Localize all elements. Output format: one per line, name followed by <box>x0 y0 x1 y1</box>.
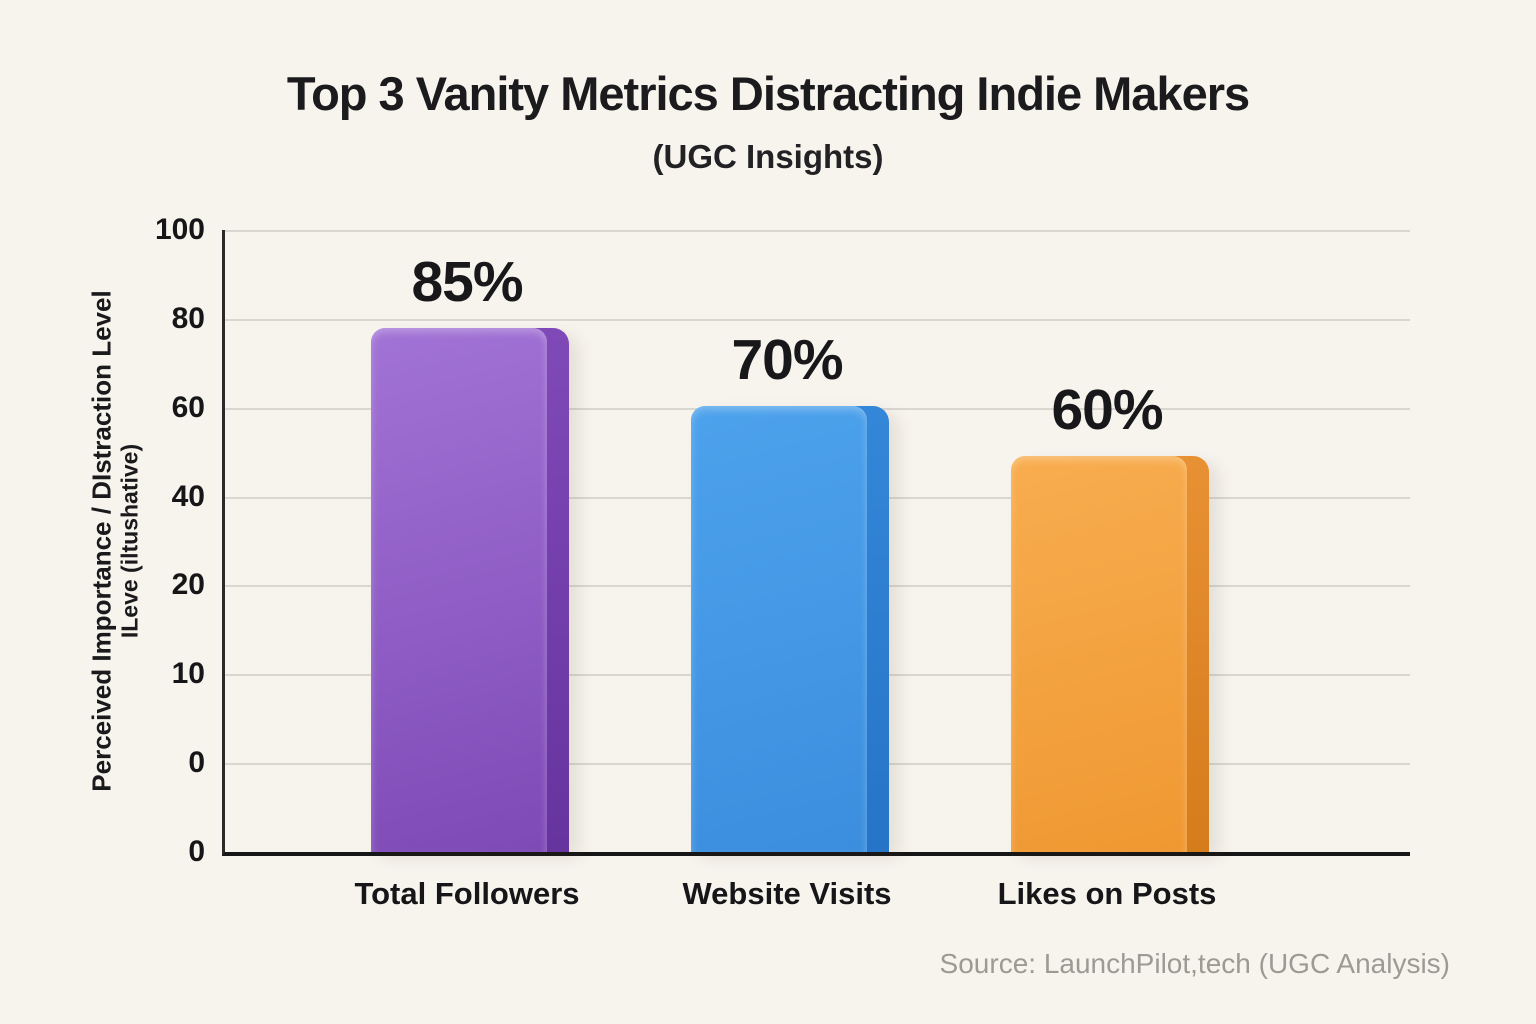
bar-face-orange <box>1011 456 1187 852</box>
bar-face-blue <box>691 406 867 852</box>
bar-value-label: 85% <box>411 250 523 314</box>
x-category-label: Likes on Posts <box>997 876 1217 911</box>
plot-area <box>222 230 1410 856</box>
source-credit: Source: LaunchPilot,tech (UGC Analysis) <box>939 948 1450 979</box>
y-axis-title-line1: Perceived Importance / DIstraction Level <box>86 290 117 792</box>
gridline <box>225 319 1410 321</box>
y-tick-label: 0 <box>188 746 205 779</box>
y-tick-label: 100 <box>154 213 205 246</box>
y-tick-label: 0 <box>188 835 205 868</box>
bar-value-label: 70% <box>731 328 843 392</box>
chart-subtitle: (UGC Insights) <box>652 138 884 175</box>
gridline <box>225 230 1410 232</box>
bar-blue <box>691 406 889 852</box>
y-tick-label: 20 <box>171 568 205 601</box>
chart-title: Top 3 Vanity Metrics Distracting Indie M… <box>286 67 1250 120</box>
y-tick-label: 80 <box>171 302 205 335</box>
bar-value-label: 60% <box>1051 378 1163 442</box>
y-axis-title-line2: ILeve (iltushative) <box>116 443 143 639</box>
x-category-label: Website Visits <box>682 876 892 911</box>
x-category-label: Total Followers <box>354 876 580 911</box>
y-tick-label: 10 <box>171 657 205 690</box>
y-tick-label: 60 <box>171 391 205 424</box>
bar-purple <box>371 328 569 852</box>
bar-orange <box>1011 456 1209 852</box>
y-axis-title: Perceived Importance / DIstraction Level… <box>87 290 144 791</box>
y-tick-label: 40 <box>171 480 205 513</box>
bar-face-purple <box>371 328 547 852</box>
